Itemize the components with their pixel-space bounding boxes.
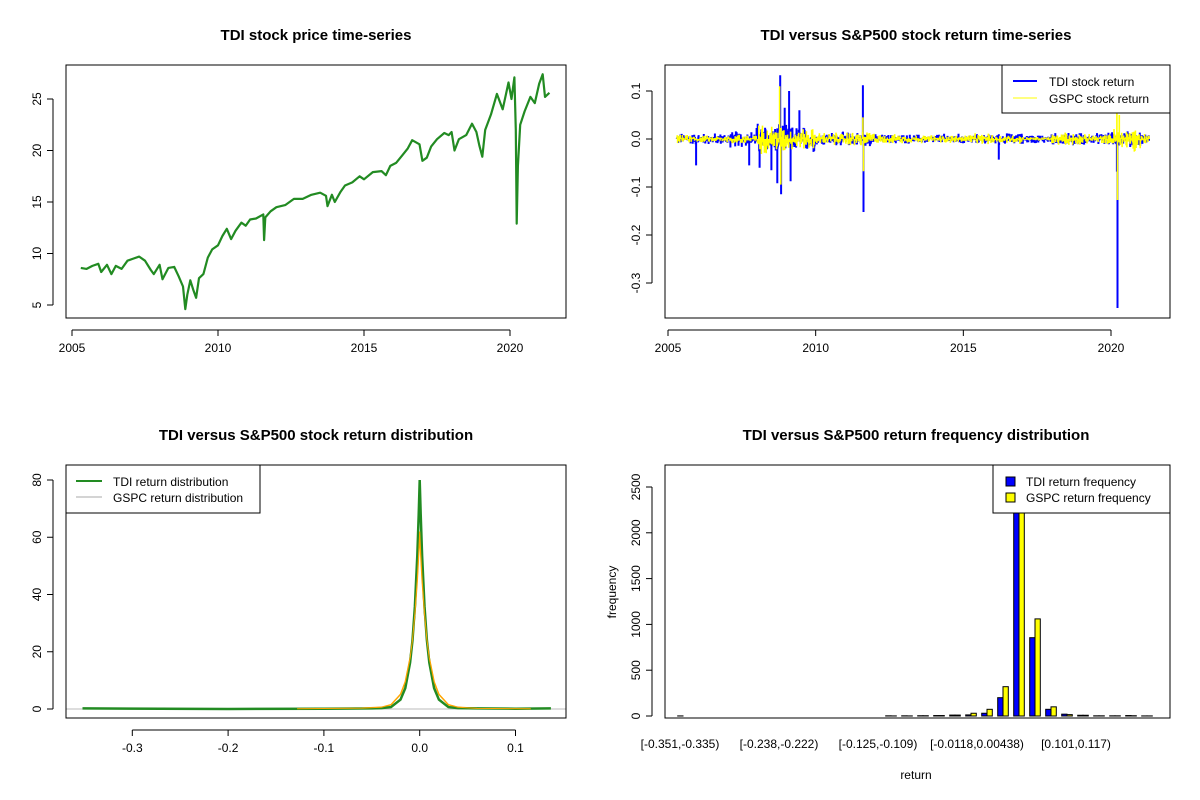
plot-area: -0.3 -0.2 -0.1 0.0 0.1 0 20 40 60 80 [30, 473, 566, 755]
series-tdi-density [82, 479, 551, 711]
plot-area: 2005 2010 2015 2020 -0.3 -0.2 -0.1 0.0 0.1 [629, 75, 1150, 355]
panel-distribution: TDI versus S&P500 stock return distribut… [30, 427, 567, 755]
bar-tdi [981, 712, 988, 717]
x-tick-label: 2015 [950, 341, 977, 355]
chart-title: TDI versus S&P500 stock return distribut… [159, 427, 473, 444]
y-tick-label: 60 [30, 530, 44, 544]
bar-gspc [1018, 465, 1025, 717]
y-tick-label: 40 [30, 588, 44, 602]
panel-frequency: TDI versus S&P500 return frequency distr… [605, 427, 1171, 782]
x-tick-label: 2015 [351, 341, 378, 355]
bar-tdi [1061, 713, 1068, 717]
y-tick-label: -0.2 [629, 224, 643, 245]
bar-gspc [954, 714, 961, 717]
bar-tdi [997, 697, 1004, 717]
chart-title: TDI versus S&P500 return frequency distr… [743, 427, 1090, 444]
legend: TDI return distribution GSPC return dist… [65, 464, 261, 514]
legend-label-gspc: GSPC return frequency [1026, 491, 1151, 505]
plot-box [664, 64, 1171, 319]
legend-label-gspc: GSPC stock return [1049, 92, 1149, 106]
bar-gspc [1050, 706, 1057, 717]
legend: TDI stock return GSPC stock return [1001, 64, 1171, 114]
y-tick-label: 2000 [629, 519, 643, 546]
x-tick-label: 0.1 [507, 741, 524, 755]
y-axis-label: frequency [605, 566, 619, 619]
x-tick-label: 2020 [1098, 341, 1125, 355]
series-line-tdi-price [80, 73, 551, 311]
bar-tdi [1077, 714, 1084, 717]
y-tick-label: 25 [30, 92, 44, 106]
y-tick-label: 1000 [629, 611, 643, 638]
x-tick-label: [0.101,0.117) [1041, 737, 1111, 751]
x-tick-label: [-0.0118,0.00438) [930, 737, 1024, 751]
legend-label-gspc: GSPC return distribution [113, 491, 243, 505]
x-tick-label: 2020 [497, 341, 524, 355]
bar-gspc [986, 708, 993, 717]
bar-tdi [1029, 637, 1036, 717]
x-tick-label: -0.2 [218, 741, 239, 755]
plot-box [65, 464, 567, 719]
plot-area: 0 500 1000 1500 2000 2500 [-0.351,-0.335) [-0.2… [629, 465, 1153, 751]
y-tick-label: 0.1 [629, 82, 643, 99]
legend-box [1001, 64, 1171, 114]
legend-label-tdi: TDI return distribution [113, 475, 228, 489]
x-tick-label: 2010 [802, 341, 829, 355]
x-tick-label: -0.1 [314, 741, 335, 755]
x-tick-label: -0.3 [122, 741, 143, 755]
y-tick-label: -0.3 [629, 272, 643, 293]
legend-box [65, 464, 261, 514]
panel-returns: TDI versus S&P500 stock return time-seri… [629, 27, 1171, 355]
y-tick-label: 80 [30, 473, 44, 487]
legend-label-tdi: TDI stock return [1049, 75, 1134, 89]
y-tick-label: 1500 [629, 565, 643, 592]
y-tick-label: 0 [30, 705, 44, 712]
y-tick-label: 0.0 [629, 130, 643, 147]
bar-tdi [965, 714, 972, 717]
legend-box [992, 464, 1171, 514]
x-tick-label: 0.0 [411, 741, 428, 755]
x-tick-label: [-0.238,-0.222) [740, 737, 819, 751]
bar-gspc [1082, 714, 1089, 717]
y-tick-label: 5 [30, 301, 44, 308]
x-tick-label: 2010 [205, 341, 232, 355]
bar-tdi [949, 714, 956, 717]
x-axis-label: return [900, 768, 931, 782]
series-gspc-density-overlay [297, 531, 531, 710]
y-tick-label: -0.1 [629, 176, 643, 197]
x-tick-label: [-0.125,-0.109) [839, 737, 918, 751]
legend-label-tdi: TDI return frequency [1026, 475, 1136, 489]
chart-title: TDI stock price time-series [221, 27, 412, 44]
bar-gspc [1034, 618, 1041, 717]
y-tick-label: 0 [629, 712, 643, 719]
y-tick-label: 20 [30, 645, 44, 659]
y-tick-label: 20 [30, 144, 44, 158]
bar-tdi [1045, 708, 1052, 717]
x-tick-label: 2005 [655, 341, 682, 355]
panel-price: TDI stock price time-series 2005 2010 2015… [30, 27, 567, 355]
chart-title: TDI versus S&P500 stock return time-seri… [761, 27, 1072, 44]
plot-area: 2005 2010 2015 2020 5 10 15 20 25 [30, 73, 551, 355]
plot-box [65, 64, 567, 319]
y-tick-label: 500 [629, 660, 643, 680]
plot-box [664, 464, 1171, 719]
x-tick-label: 2005 [59, 341, 86, 355]
legend-swatch-tdi [1005, 476, 1016, 487]
bar-gspc [1002, 686, 1009, 717]
y-tick-label: 15 [30, 195, 44, 209]
x-tick-label: [-0.351,-0.335) [641, 737, 720, 751]
y-tick-label: 10 [30, 247, 44, 261]
bar-gspc [970, 712, 977, 717]
y-tick-label: 2500 [629, 473, 643, 500]
legend: TDI return frequency GSPC return frequen… [992, 464, 1171, 514]
bar-gspc [1066, 714, 1073, 717]
series-gspc-return [676, 86, 1150, 200]
bars [677, 465, 1153, 717]
legend-swatch-gspc [1005, 492, 1016, 503]
